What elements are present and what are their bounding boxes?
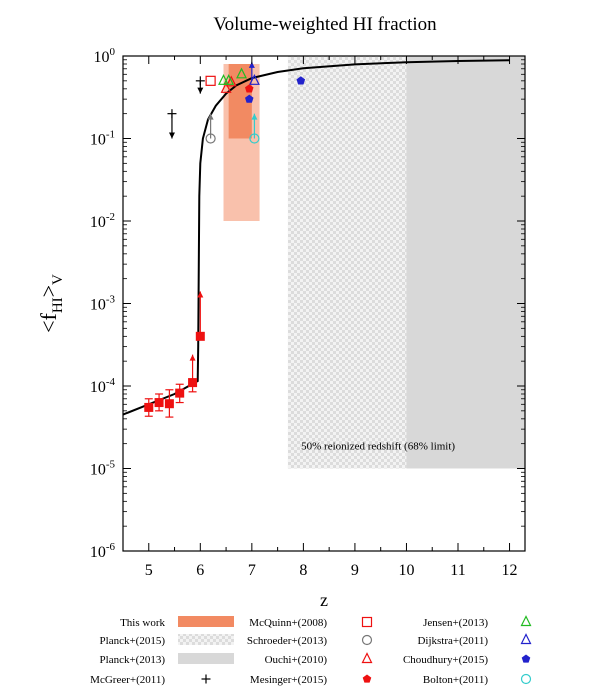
region-3 (406, 56, 525, 469)
data-point (225, 75, 237, 87)
x-tick-label: 7 (248, 562, 256, 579)
y-tick-label: 10-2 (90, 211, 115, 231)
legend-label: Ouchi+(2010) (265, 654, 328, 666)
series-bolton-2011- (248, 61, 255, 81)
legend-label: Planck+(2015) (100, 635, 166, 647)
legend-marker (362, 674, 372, 683)
legend-swatch (201, 674, 211, 684)
data-point (205, 75, 216, 86)
x-tick-label: 5 (145, 562, 153, 579)
series-jensen-2013- (205, 75, 216, 86)
x-tick-label: 9 (351, 562, 359, 579)
ylabel-sub: HI (50, 297, 66, 313)
x-axis-label: z (320, 590, 328, 610)
y-axis-label: <fHI>V (36, 274, 66, 333)
data-point (223, 73, 235, 85)
legend: This work McQuinn+(2008) Jensen+(2013) Plan… (90, 615, 532, 686)
data-point (205, 133, 216, 144)
ylabel-open: <f (36, 313, 61, 333)
legend-marker (361, 616, 373, 628)
axes: 5 6 7 8 9 10 11 12 10-6 10-5 10-4 10-3 10-2 10-1 100 (90, 46, 525, 579)
region-annotation: 50% reionized redshift (68% limit) (301, 440, 455, 452)
data-point (195, 76, 205, 86)
model-curve-layer (122, 59, 510, 416)
data-point (188, 378, 198, 388)
legend-marker (520, 615, 532, 627)
data-point (195, 331, 205, 341)
legend-label: This work (120, 617, 165, 629)
legend-swatch (178, 616, 234, 627)
data-point (220, 81, 232, 93)
series-ouchi-2010- (220, 75, 237, 93)
legend-swatch (178, 653, 234, 664)
legend-label: McQuinn+(2008) (249, 617, 327, 629)
y-tick-label: 10-1 (90, 129, 115, 149)
x-tick-label: 12 (502, 562, 518, 579)
x-tick-label: 6 (196, 562, 204, 579)
lower-limit-arrow-head (168, 132, 175, 139)
data-point (154, 398, 164, 408)
legend-label: McGreer+(2011) (90, 674, 165, 686)
chart-title: Volume-weighted HI fraction (213, 14, 437, 35)
model-curve (122, 59, 510, 416)
legend-label: Dijkstra+(2011) (417, 635, 488, 647)
series-mcgreer-2011- (167, 76, 205, 139)
data-point (236, 67, 248, 79)
upper-limit-arrow-head (189, 354, 196, 361)
upper-limit-arrow-head (207, 113, 214, 120)
legend-label: Jensen+(2013) (423, 617, 488, 629)
y-tick-label: 100 (94, 46, 116, 66)
x-tick-label: 8 (299, 562, 307, 579)
ylabel-after: V (50, 274, 66, 285)
y-tick-label: 10-5 (90, 459, 116, 479)
legend-marker (361, 652, 373, 664)
legend-marker (521, 654, 531, 663)
shaded-regions (223, 56, 525, 469)
lower-limit-arrow-head (197, 87, 204, 94)
legend-swatch (178, 634, 234, 645)
legend-row: Planck+(2013) Ouchi+(2010) Choudhury+(2015… (100, 652, 531, 666)
upper-limit-arrow-head (251, 113, 258, 120)
legend-label: Bolton+(2011) (423, 674, 488, 686)
legend-row: Planck+(2015) Schroeder+(2013) Dijkstra+(2… (100, 633, 532, 647)
series-this-work (144, 291, 205, 418)
data-point (144, 402, 154, 412)
ylabel-close: > (36, 285, 61, 297)
y-tick-label: 10-4 (90, 376, 116, 396)
series-planck-2015- (245, 84, 254, 93)
series-dijkstra-2011- (205, 133, 216, 144)
legend-label: Mesinger+(2015) (250, 674, 327, 686)
upper-limit-arrow-head (248, 61, 255, 68)
x-tick-label: 11 (450, 562, 465, 579)
data-points-layer (144, 61, 306, 418)
data-point (296, 76, 306, 85)
upper-limit-arrow-head (197, 291, 204, 298)
legend-label: Planck+(2013) (100, 654, 166, 666)
legend-label: Choudhury+(2015) (403, 654, 488, 666)
data-point (245, 94, 254, 103)
region-2 (287, 56, 407, 469)
data-point (167, 109, 177, 119)
data-point (164, 399, 174, 409)
data-point (175, 388, 185, 398)
legend-marker (361, 634, 373, 646)
legend-row: This work McQuinn+(2008) Jensen+(2013) (120, 615, 532, 629)
data-point (249, 133, 260, 144)
data-point (245, 84, 254, 93)
legend-label: Schroeder+(2013) (247, 635, 327, 647)
series-planck-2013- (249, 113, 260, 144)
series-schroeder-2013- (245, 76, 306, 103)
series-choudhury-2015- (218, 67, 248, 85)
y-tick-label: 10-6 (90, 541, 116, 561)
legend-row: McGreer+(2011) Mesinger+(2015) Bolton+(201… (90, 673, 532, 686)
legend-marker (520, 633, 532, 645)
y-tick-label: 10-3 (90, 294, 116, 314)
legend-marker (520, 673, 532, 685)
x-tick-label: 10 (398, 562, 414, 579)
